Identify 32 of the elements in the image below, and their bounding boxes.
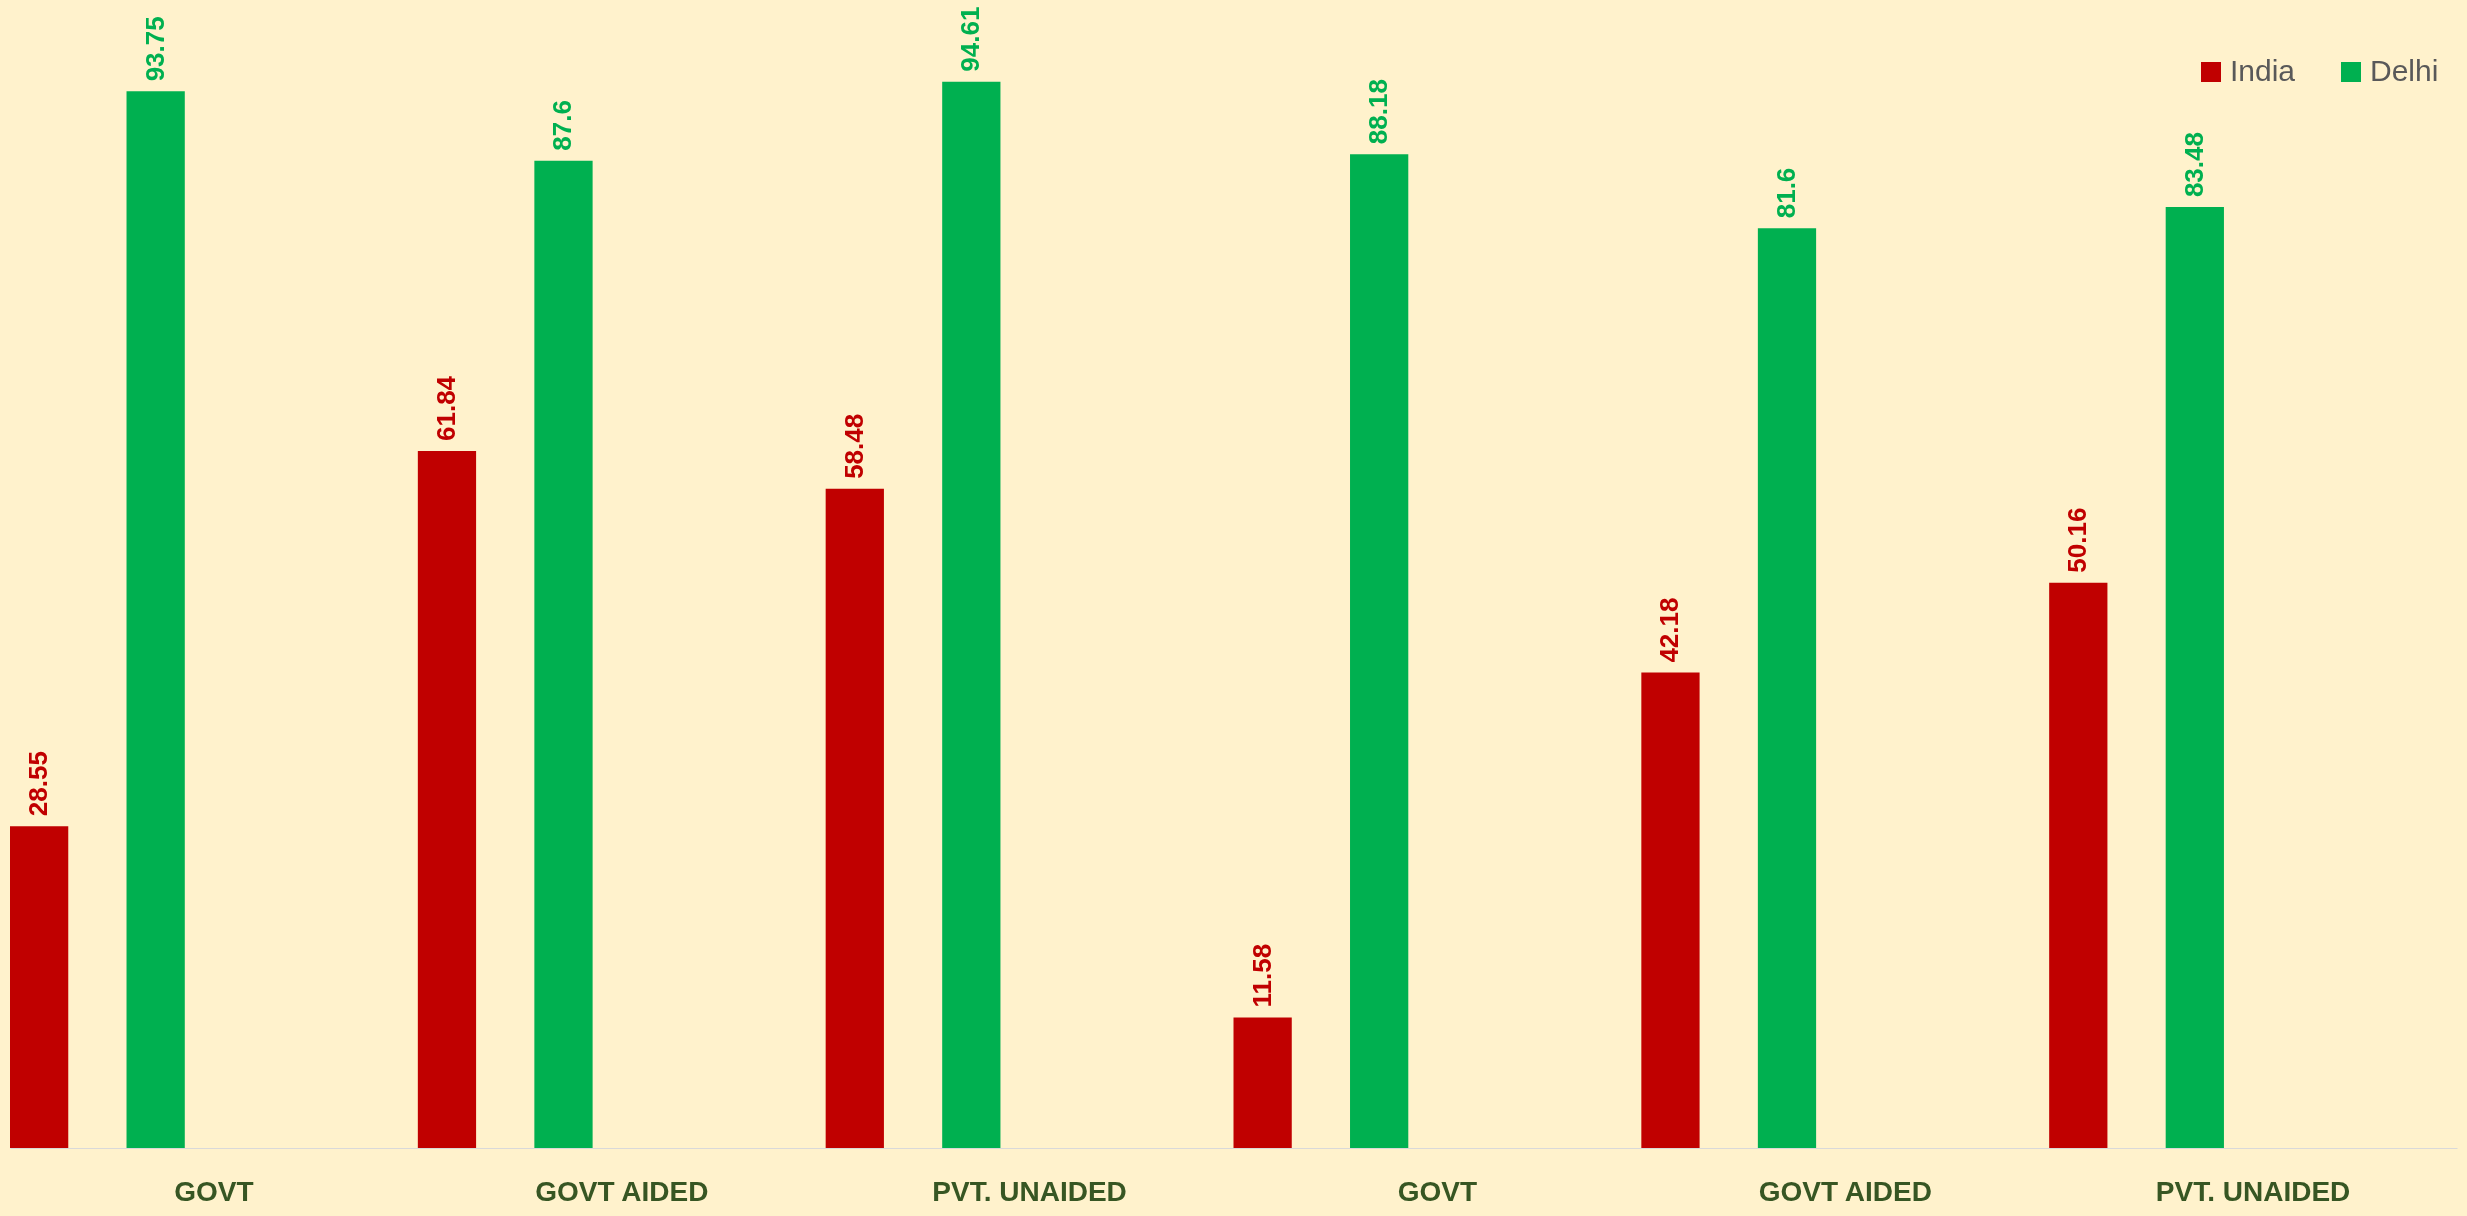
bar — [2049, 582, 2108, 1148]
x-tick-label: PVT. UNAIDED — [2155, 1175, 2351, 1207]
bar — [10, 826, 69, 1148]
data-label: 42.18 — [1654, 597, 1685, 663]
bar — [1641, 672, 1700, 1148]
x-tick-label: GOVT AIDED — [1758, 1175, 1932, 1207]
bar — [1233, 1017, 1292, 1148]
legend-label: Delhi — [2370, 54, 2439, 87]
x-tick-label: GOVT — [1397, 1175, 1478, 1207]
data-label: 28.55 — [23, 751, 54, 817]
bar — [825, 488, 884, 1148]
bar — [1757, 228, 1817, 1148]
bar — [534, 160, 593, 1148]
x-tick-label: GOVT — [174, 1175, 254, 1207]
data-label: 50.16 — [2062, 507, 2093, 573]
x-tick-label: GOVT AIDED — [535, 1175, 709, 1207]
data-label: 94.61 — [955, 6, 986, 72]
data-label: 93.75 — [139, 16, 170, 82]
legend-label: India — [2230, 54, 2296, 87]
data-label: 88.18 — [1363, 79, 1394, 145]
data-label: 61.84 — [430, 375, 461, 441]
data-label: 83.48 — [2178, 132, 2209, 198]
bar — [942, 81, 1001, 1148]
data-label: 11.58 — [1246, 943, 1277, 1008]
data-label: 81.6 — [1770, 167, 1801, 219]
data-label: 58.48 — [838, 413, 869, 479]
bar — [417, 451, 477, 1148]
data-label: 87.6 — [547, 100, 578, 151]
bar — [126, 91, 185, 1148]
bar — [1350, 154, 1409, 1148]
x-tick-label: PVT. UNAIDED — [932, 1175, 1127, 1207]
bar — [2165, 207, 2224, 1148]
